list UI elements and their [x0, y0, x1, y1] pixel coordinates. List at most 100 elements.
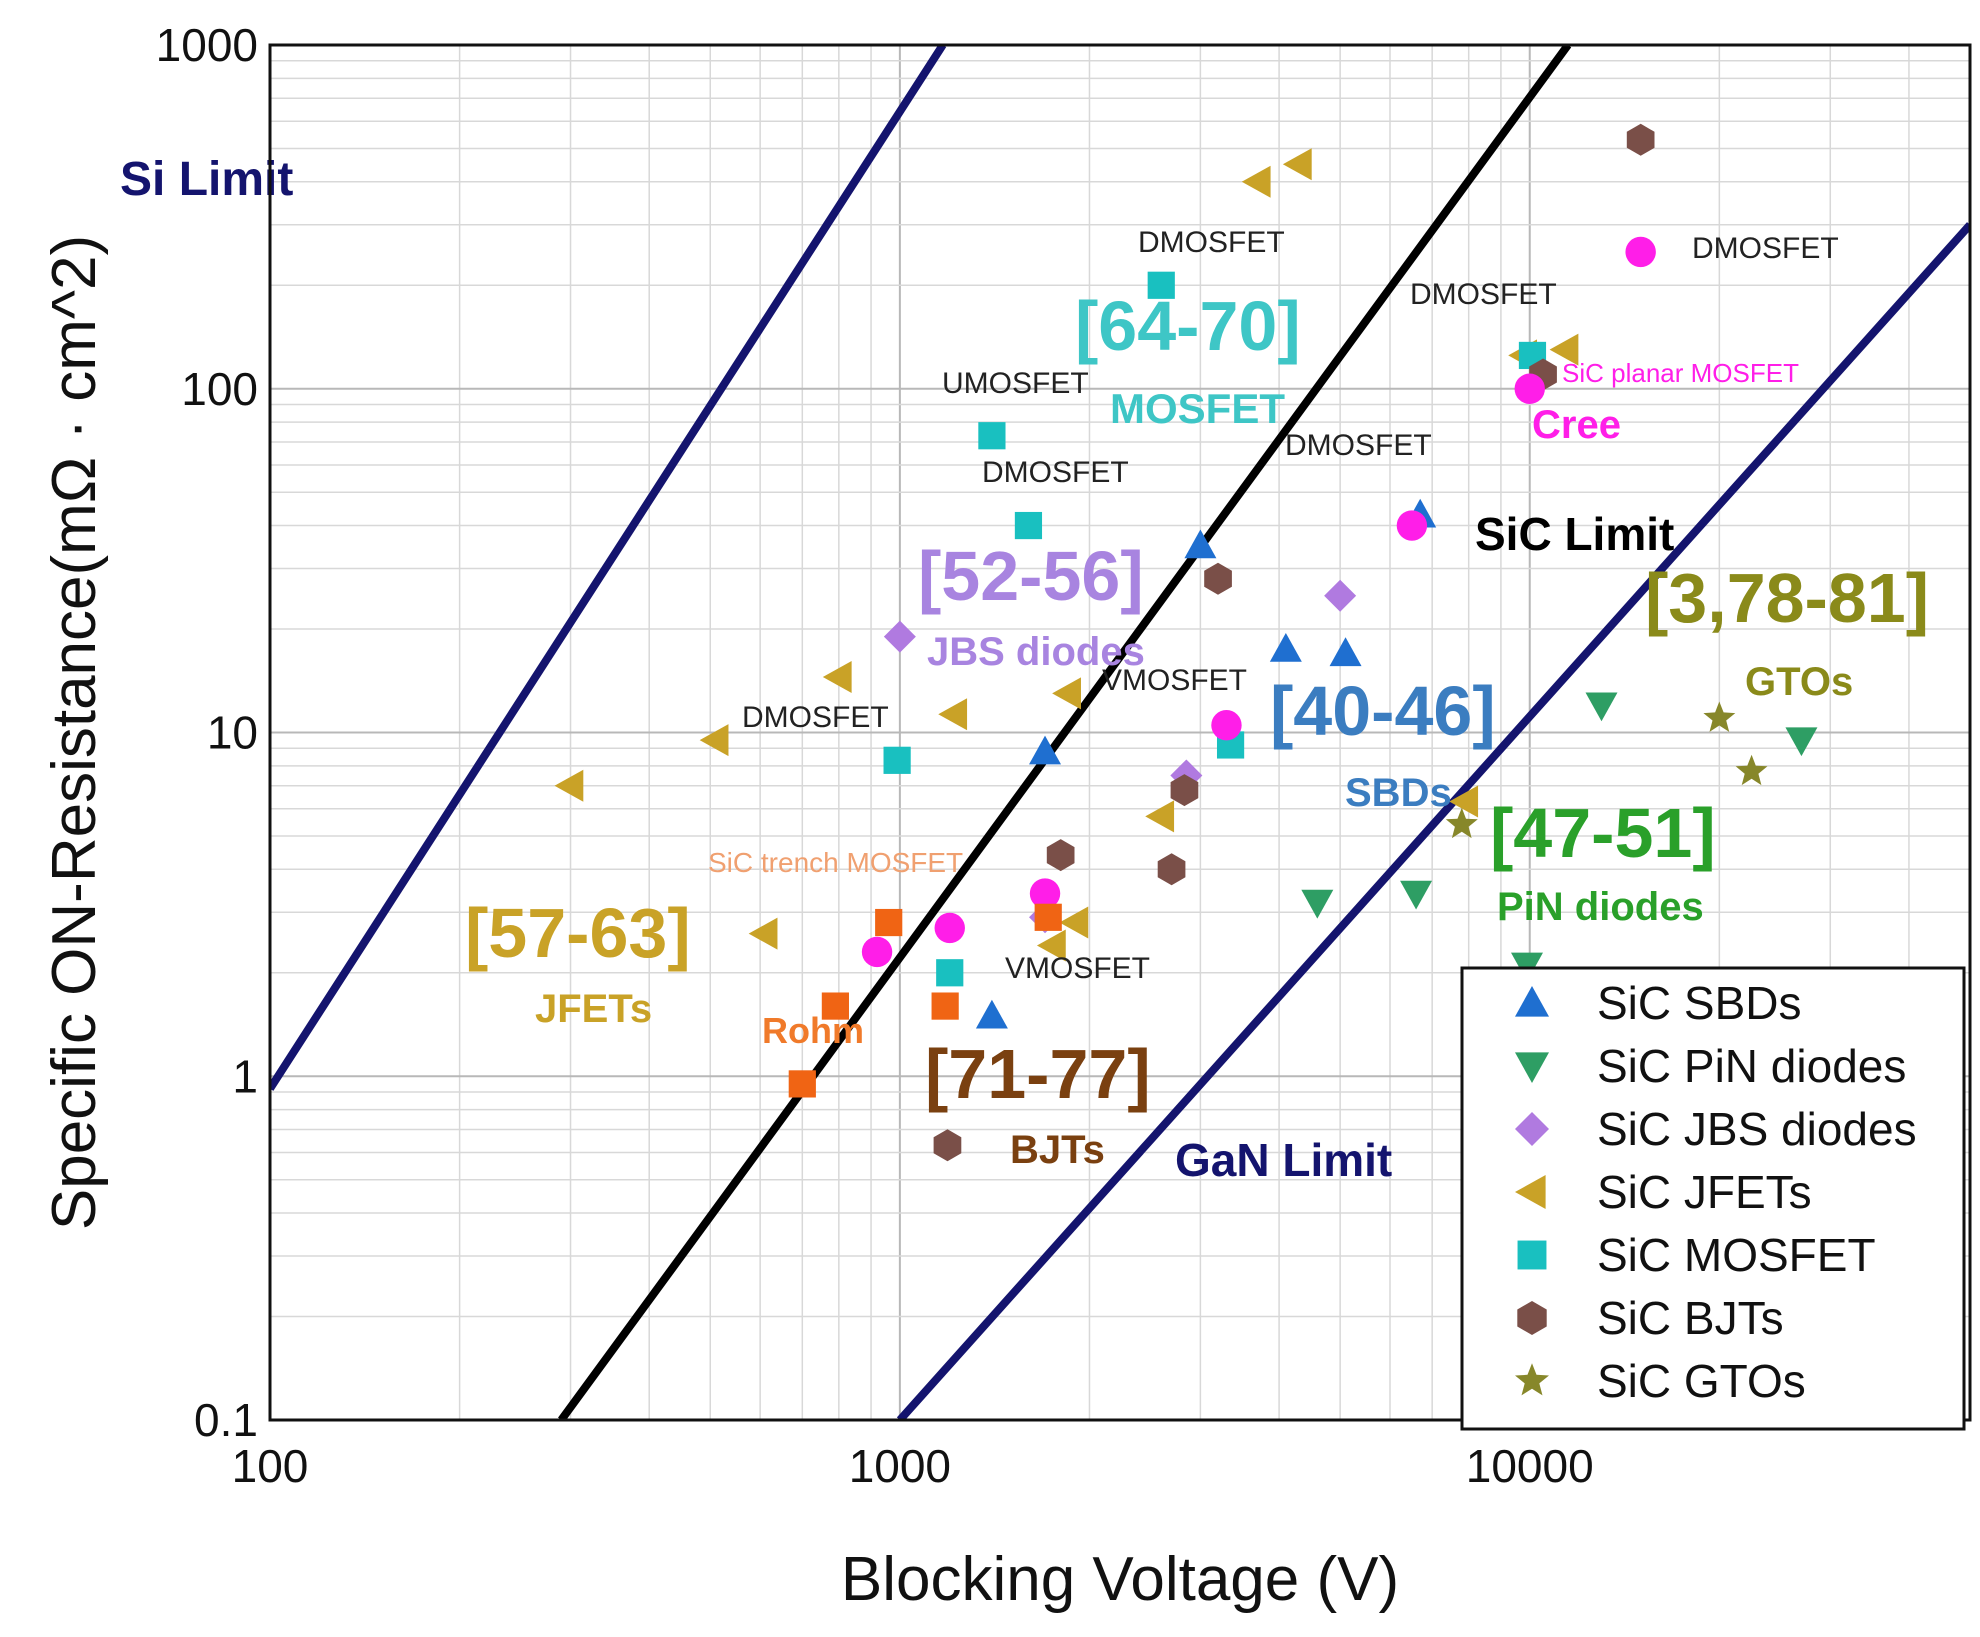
annotation-label: JFETs [535, 987, 652, 1031]
annotation-label: VMOSFET [1005, 952, 1150, 985]
sic-bjts-point [1170, 774, 1199, 807]
si-limit-line [270, 45, 947, 1091]
annotation-label: UMOSFET [942, 367, 1089, 400]
annotation-label: Rohm [762, 1010, 864, 1051]
sic-planar-mosfet-point [1029, 878, 1061, 909]
annotation-label: VMOSFET [1102, 664, 1247, 697]
sic-limit-line [558, 45, 1572, 1420]
annotation-label: GaN Limit [1175, 1134, 1392, 1186]
annotation-label: DMOSFET [742, 701, 889, 734]
legend: SiC SBDs SiC PiN diodes SiC JBS diodes SiC … [1460, 966, 1966, 1431]
sic-jbs-diodes-point [883, 620, 916, 653]
annotation-label: SiC planar MOSFET [1562, 358, 1799, 388]
sic-trench-mosfet-point [875, 908, 903, 937]
sic-bjts-point [1204, 562, 1232, 595]
annotation-label: BJTs [1010, 1128, 1105, 1172]
sic-planar-mosfet-point [1396, 510, 1428, 541]
legend-label-sic-mosfet: SiC MOSFET [1597, 1229, 1876, 1281]
legend-label-sic-pin-diodes: SiC PiN diodes [1597, 1040, 1906, 1092]
sic-pin-diodes-point [1785, 727, 1818, 757]
legend-marker-sic-jbs-diodes [1515, 1112, 1549, 1146]
sic-planar-mosfet-point [934, 912, 965, 944]
data-points [554, 123, 1818, 1162]
annotation-label: DMOSFET [1692, 232, 1839, 265]
sic-trench-mosfet-point [1034, 903, 1062, 931]
legend-label-sic-jfets: SiC JFETs [1597, 1166, 1812, 1218]
sic-jfets-point [938, 698, 968, 731]
annotation-label: [47-51] [1490, 794, 1716, 872]
sic-gtos-point [1703, 701, 1736, 732]
sic-mosfet-point [978, 422, 1006, 450]
legend-label-sic-sbds: SiC SBDs [1597, 977, 1801, 1029]
annotation-label: [3,78-81] [1645, 559, 1929, 637]
sic-jfets-point [1549, 333, 1579, 366]
annotations: Si Limit SiC Limit GaN Limit [64-70] MOSFET [… [120, 153, 1929, 1186]
sic-jfets-point [1241, 165, 1271, 198]
annotation-label: [40-46] [1270, 672, 1496, 750]
annotation-label: MOSFET [1110, 385, 1285, 432]
annotation-label: [52-56] [918, 537, 1144, 615]
tick-labels: 100 1000 10000 0.1 1 10 100 1000 [156, 19, 1594, 1492]
sic-sbds-point [1184, 529, 1217, 559]
gan-limit-line [896, 222, 1970, 1420]
legend-marker-sic-gtos [1515, 1363, 1549, 1396]
y-tick-label: 10 [207, 707, 258, 759]
sic-sbds-point [1269, 632, 1302, 662]
sic-planar-mosfet-point [1211, 710, 1242, 741]
y-tick-label: 1000 [156, 19, 258, 71]
sic-planar-mosfet-point [861, 936, 893, 968]
annotation-label: SiC Limit [1475, 508, 1674, 560]
sic-jfets-point [1036, 929, 1066, 962]
sic-jfets-point [822, 661, 852, 694]
sic-trench-mosfet-point [788, 1070, 816, 1098]
sic-jfets-point [554, 769, 584, 802]
sic-sbds-point [1029, 735, 1062, 765]
sic-mosfet-point [883, 746, 911, 774]
sic-planar-mosfet-point [1514, 373, 1545, 404]
annotation-label: [64-70] [1075, 287, 1301, 365]
sic-jfets-point [1449, 785, 1479, 818]
sic-trench-mosfet-point [821, 992, 849, 1020]
sic-pin-diodes-point [1301, 889, 1334, 919]
legend-box [1460, 966, 1966, 1431]
sic-mosfet-point [936, 959, 964, 987]
legend-label-sic-jbs-diodes: SiC JBS diodes [1597, 1103, 1917, 1155]
y-tick-label: 100 [181, 363, 258, 415]
sic-trench-mosfet-point [931, 992, 959, 1020]
annotation-label: DMOSFET [982, 456, 1129, 489]
sic-jfets-point [1059, 906, 1089, 939]
sic-bjts-point [1626, 123, 1655, 156]
sic-sbds-point [1329, 637, 1362, 667]
y-tick-label: 0.1 [194, 1394, 258, 1446]
x-tick-label: 100 [232, 1440, 309, 1492]
plot-frame [268, 43, 1972, 1422]
sic-bjts-point [1046, 839, 1075, 872]
sic-pin-diodes-point [1585, 692, 1618, 722]
sic-mosfet-point [1014, 511, 1043, 540]
sic-bjts-point [1157, 853, 1186, 886]
sic-planar-mosfet-point [1625, 236, 1656, 268]
annotation-label: SiC trench MOSFET [708, 847, 963, 878]
legend-label-sic-bjts: SiC BJTs [1597, 1292, 1784, 1344]
sic-jfets-point [699, 724, 729, 757]
sic-mosfet-point [1147, 271, 1175, 299]
y-tick-label: 1 [232, 1050, 258, 1102]
legend-marker-sic-mosfet [1517, 1240, 1547, 1270]
annotation-label: PiN diodes [1497, 885, 1704, 929]
sic-gtos-point [1735, 754, 1768, 786]
legend-marker-sic-jfets [1515, 1175, 1546, 1209]
legend-marker-sic-sbds [1515, 986, 1549, 1017]
sic-gtos-point [1445, 807, 1478, 839]
annotation-label: Cree [1532, 403, 1621, 447]
sic-jfets-point [1145, 800, 1175, 833]
x-tick-label: 10000 [1466, 1440, 1594, 1492]
annotation-label: DMOSFET [1410, 278, 1557, 311]
x-axis-title: Blocking Voltage (V) [841, 1545, 1399, 1614]
legend-marker-sic-pin-diodes [1515, 1052, 1549, 1083]
sic-jfets-point [1052, 677, 1081, 710]
sic-bjts-point [933, 1129, 962, 1162]
annotation-label: DMOSFET [1138, 226, 1285, 259]
sic-pin-diodes-point [1400, 880, 1433, 910]
annotation-label: JBS diodes [927, 630, 1145, 674]
